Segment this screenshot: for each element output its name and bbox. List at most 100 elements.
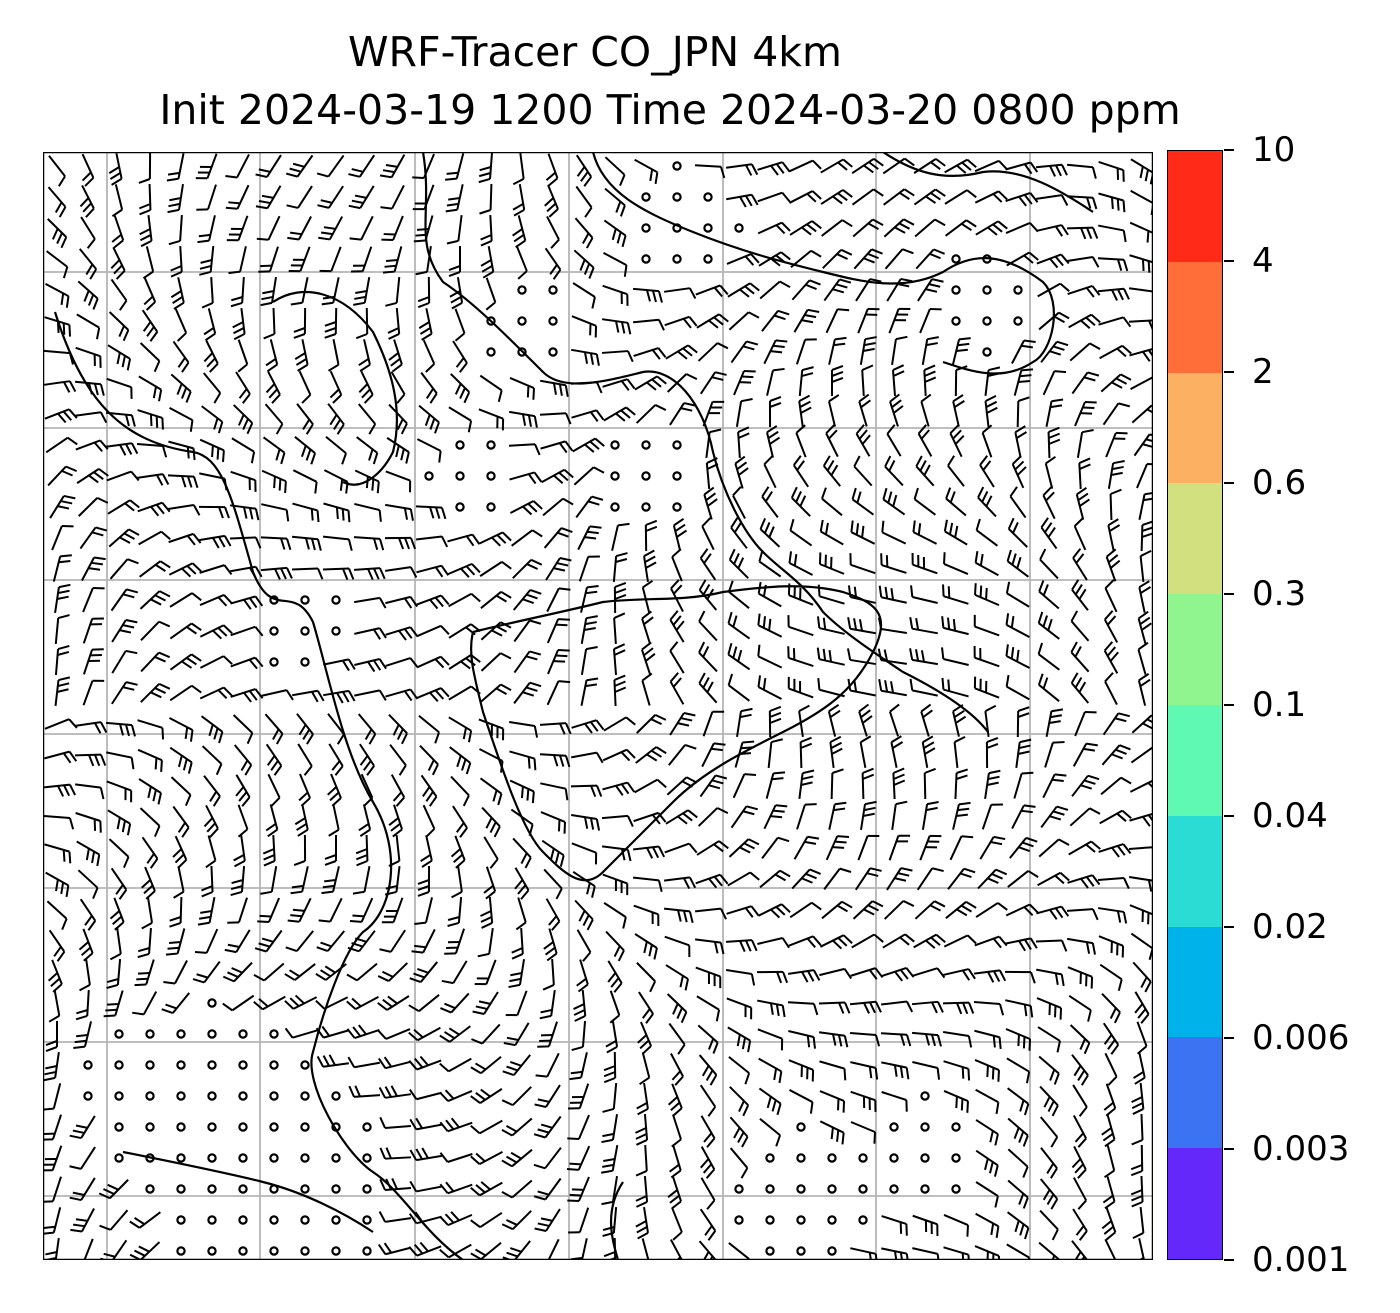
wind-barb [1104,672,1118,706]
wind-barb [974,1059,1000,1082]
wind-barb [316,1054,350,1068]
wind-barb [509,500,543,516]
wind-barb [45,436,78,454]
wind-barb [287,216,312,241]
wind-barb [230,865,246,897]
wind-barb [768,396,782,428]
wind-barb [1071,1145,1087,1179]
wind-barb [886,277,913,302]
wind-barb [672,518,688,551]
calm-wind-circle [207,1246,217,1256]
wind-barb [322,567,355,580]
wind-barb [1128,287,1153,293]
colorbar-tick-label: 10 [1252,130,1296,170]
wind-barb [1005,644,1031,669]
wind-barb [1039,1209,1059,1241]
calm-wind-circle [982,254,992,264]
wind-barb [228,246,247,275]
wind-barb [881,1215,908,1236]
calm-wind-circle [765,1246,775,1256]
wind-barb [235,774,251,807]
wind-barb [702,400,725,427]
wind-barb [316,154,345,178]
wind-barb [418,404,440,434]
wind-barb [663,876,697,890]
wind-barb [355,307,369,340]
wind-barb [513,681,542,704]
calm-wind-circle [951,285,961,295]
wind-barb [1099,963,1123,991]
wind-barb [1098,224,1127,243]
wind-barb [1100,373,1132,393]
wind-barb [1071,1240,1089,1260]
wind-barb [1072,548,1088,581]
wind-barb [450,775,470,807]
wind-barb [348,185,375,210]
wind-barb [136,473,170,486]
calm-wind-circle [765,1184,775,1194]
wind-barb [537,1021,558,1048]
wind-barb [137,501,171,517]
wind-barb [79,958,91,992]
wind-barb [576,929,592,962]
wind-barb [850,1061,879,1080]
wind-barb [315,996,349,1010]
wind-barb [136,443,168,458]
wind-barb [636,713,667,734]
wind-barb [199,686,233,700]
wind-barb [439,1057,472,1073]
wind-barb [698,1240,717,1260]
wind-barb [882,933,915,949]
wind-barb [226,215,249,242]
wind-barb [981,424,993,458]
wind-barb [1097,876,1130,890]
calm-wind-circle [641,192,651,202]
colorbar-tick-label: 0.6 [1252,463,1307,503]
wind-barb [414,897,434,925]
wind-barb [798,394,812,428]
wind-barb [515,897,527,931]
wind-barb [543,868,563,900]
wind-barb [265,370,281,404]
wind-barb [230,656,264,670]
wind-barb [757,937,790,949]
calm-wind-circle [207,998,217,1008]
wind-barb [828,394,840,427]
wind-barb [262,436,286,465]
wind-barb [860,800,877,830]
wind-barb [448,245,462,277]
wind-barb [798,366,814,397]
wind-barb [669,641,685,674]
wind-barb [231,437,256,464]
wind-barb [570,381,603,394]
wind-barb [98,1179,129,1200]
wind-barb [170,245,183,278]
calm-wind-circle [176,1246,186,1256]
wind-barb [480,652,512,672]
wind-barb [766,425,781,458]
wind-barb [921,735,936,768]
wind-barb [694,907,727,920]
wind-barb [949,424,965,458]
wind-barb [822,248,853,269]
colorbar-tick-label: 0.02 [1252,907,1328,947]
wind-barb [544,247,562,280]
wind-barb [480,590,512,609]
wind-barb [697,1024,719,1054]
calm-wind-circle [207,1215,217,1225]
wind-barb [1130,746,1153,764]
wind-barb [412,184,435,211]
wind-barb [613,674,627,707]
wind-barb [439,1089,473,1102]
wind-barb [1045,398,1064,427]
wind-barb [74,411,108,424]
wind-barb [203,775,221,807]
wind-barb [916,867,944,891]
calm-wind-circle [486,347,496,357]
wind-barb [793,835,820,860]
wind-barb [477,927,494,958]
calm-wind-circle [362,1246,372,1256]
wind-barb [111,681,138,705]
wind-barb [757,903,791,919]
calm-wind-circle [703,192,713,202]
